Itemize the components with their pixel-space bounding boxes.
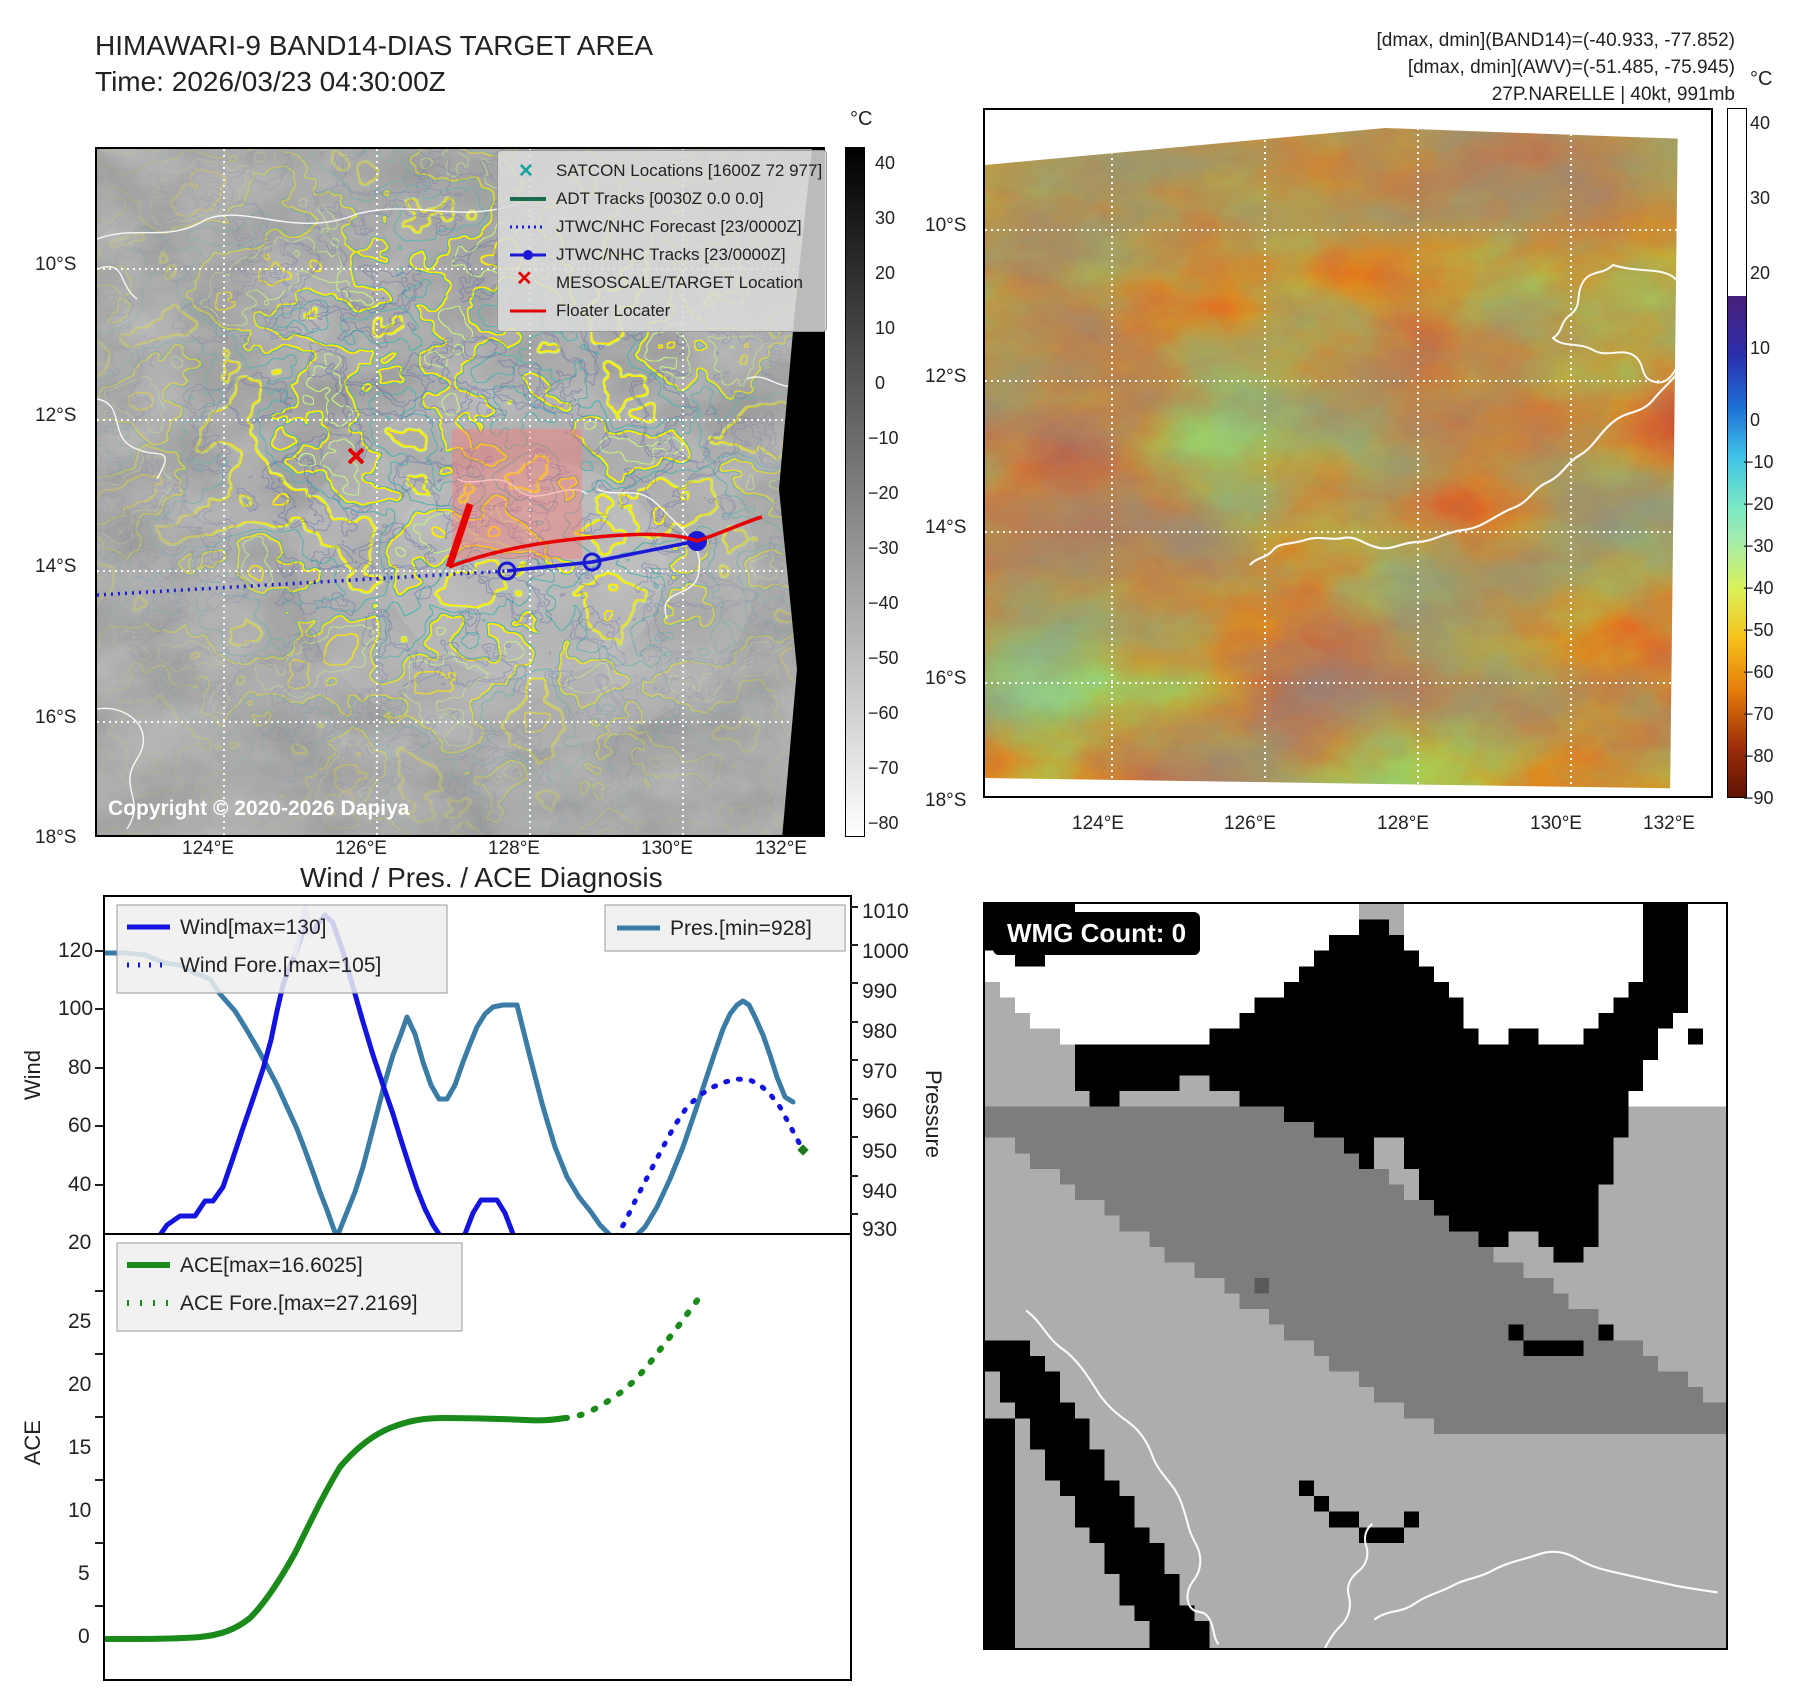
svg-text:ACE[max=16.6025]: ACE[max=16.6025] [180,1254,363,1277]
svg-text:✕: ✕ [518,161,534,182]
svg-text:✕: ✕ [516,268,533,290]
svg-text:Pres.[min=928]: Pres.[min=928] [670,917,812,940]
svg-text:Wind[max=130]: Wind[max=130] [180,916,327,939]
svg-text:Wind Fore.[max=105]: Wind Fore.[max=105] [180,954,381,977]
svg-text:ACE Fore.[max=27.2169]: ACE Fore.[max=27.2169] [180,1292,418,1315]
